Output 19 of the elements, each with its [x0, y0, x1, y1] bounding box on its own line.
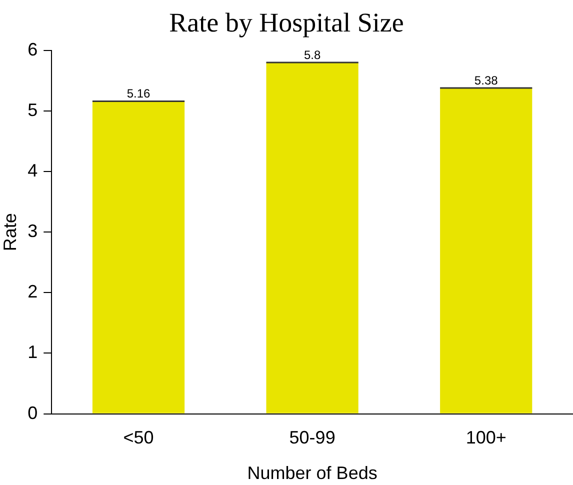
bar [266, 62, 358, 414]
y-tick-label: 1 [28, 342, 38, 362]
chart-title: Rate by Hospital Size [169, 7, 404, 38]
x-axis-title: Number of Beds [247, 463, 378, 484]
y-tick-label: 3 [28, 221, 38, 242]
y-tick-label: 2 [28, 282, 38, 302]
bar [92, 101, 185, 414]
y-tick-label: 0 [28, 402, 38, 423]
data-label: 5.8 [304, 48, 321, 62]
y-tick-label: 6 [28, 39, 38, 60]
bar [440, 88, 532, 414]
x-tick-label: <50 [123, 428, 154, 448]
data-label: 5.16 [126, 86, 151, 101]
y-axis-title: Rate [0, 213, 20, 252]
data-label: 5.38 [474, 73, 498, 88]
x-tick-label: 50-99 [289, 428, 336, 448]
y-tick-label: 4 [28, 160, 38, 180]
x-tick-label: 100+ [466, 428, 506, 448]
y-tick-label: 5 [28, 100, 38, 120]
